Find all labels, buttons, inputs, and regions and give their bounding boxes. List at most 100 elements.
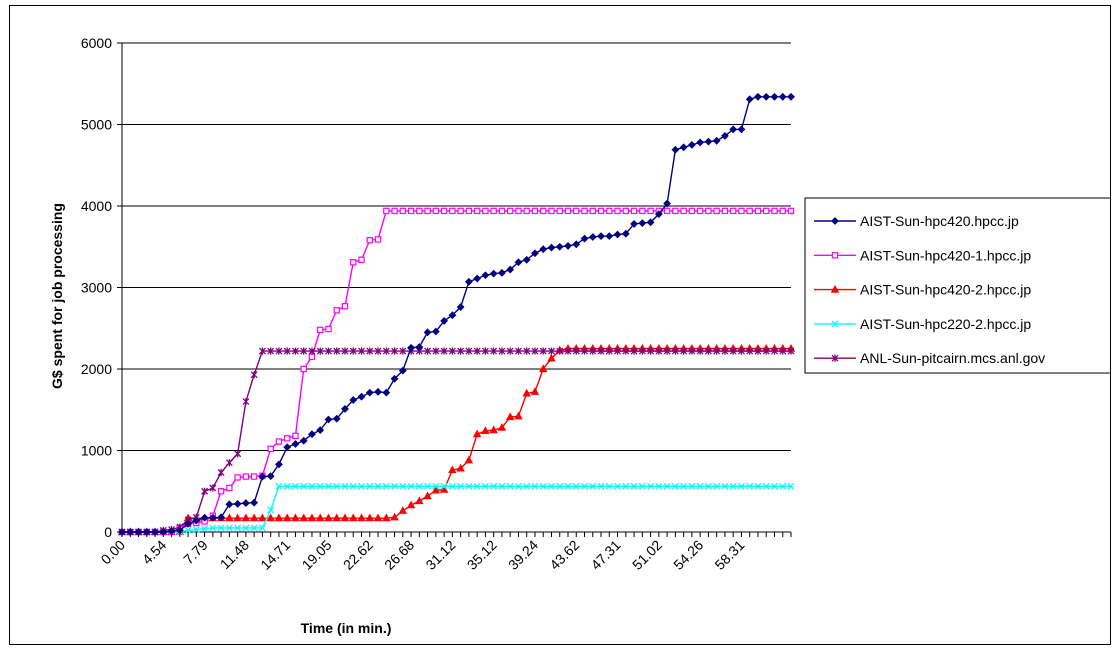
data-point <box>250 473 258 480</box>
data-point <box>358 347 365 355</box>
data-point <box>704 137 713 146</box>
data-point <box>539 482 547 490</box>
data-point <box>399 482 407 490</box>
data-point <box>134 528 143 536</box>
data-point <box>630 220 638 228</box>
data-point <box>374 236 382 243</box>
line-chart: 0 1000 2000 3000 4000 5000 6000 0.00 4.54 7.79 11.… <box>49 35 1110 636</box>
data-point <box>729 482 737 490</box>
data-point <box>332 414 341 423</box>
data-point <box>258 513 267 522</box>
y-tick-label: 6000 <box>81 35 112 51</box>
data-point <box>250 524 258 532</box>
data-point <box>505 412 515 421</box>
data-point <box>621 229 630 238</box>
data-point <box>374 387 382 396</box>
data-point <box>291 482 299 490</box>
x-tick-label: 26.68 <box>381 537 417 573</box>
data-point <box>349 396 358 404</box>
data-point <box>605 482 613 490</box>
data-point <box>249 513 259 522</box>
data-point <box>614 482 622 490</box>
data-point <box>497 423 507 431</box>
data-point <box>225 524 233 532</box>
data-point <box>440 317 449 325</box>
data-point <box>184 526 192 534</box>
legend-box <box>804 197 1110 374</box>
data-point <box>325 482 332 490</box>
data-point <box>547 353 556 362</box>
data-point <box>391 207 398 215</box>
y-tick-label: 2000 <box>81 361 112 377</box>
data-point <box>307 513 317 522</box>
data-point <box>638 482 646 490</box>
x-tick-label: 19.05 <box>299 537 335 573</box>
data-point <box>581 482 588 490</box>
data-point <box>432 347 440 355</box>
data-point <box>762 92 771 101</box>
data-point <box>564 482 572 490</box>
data-point <box>192 526 200 534</box>
x-tick-label: 35.12 <box>464 537 500 573</box>
data-point <box>391 347 399 355</box>
data-point <box>663 207 671 215</box>
data-point <box>754 347 762 355</box>
data-point <box>531 347 539 355</box>
data-point <box>299 513 308 522</box>
data-point <box>250 498 259 507</box>
series-line <box>122 96 791 533</box>
data-point <box>778 92 787 101</box>
x-tick-label: 58.31 <box>711 537 747 573</box>
data-point <box>597 207 605 215</box>
data-point <box>745 95 754 104</box>
data-point <box>300 347 308 355</box>
data-point <box>729 347 737 355</box>
data-point <box>522 388 531 397</box>
legend-marker <box>830 284 840 293</box>
data-point <box>738 207 745 215</box>
data-point <box>696 347 704 355</box>
legend-label: ANL-Sun-pitcairn.mcs.anl.gov <box>860 350 1045 366</box>
data-point <box>771 482 778 490</box>
data-point <box>679 143 688 152</box>
data-point <box>440 482 448 490</box>
data-point <box>217 513 226 522</box>
data-point <box>671 347 679 355</box>
data-point <box>406 500 416 509</box>
data-point <box>448 347 456 355</box>
data-point <box>357 392 366 401</box>
data-point <box>424 207 431 215</box>
data-point <box>423 491 432 500</box>
data-point <box>324 415 333 424</box>
data-point <box>373 513 383 522</box>
data-point <box>448 311 457 320</box>
data-point <box>704 347 712 355</box>
data-point <box>292 432 299 440</box>
data-point <box>341 347 349 355</box>
legend-label: AIST-Sun-hpc420-2.hpcc.jp <box>860 282 1031 298</box>
data-point <box>431 327 440 336</box>
data-point <box>721 132 729 140</box>
data-point <box>754 207 762 215</box>
data-point <box>514 258 523 267</box>
x-tick-label: 31.12 <box>422 537 458 573</box>
data-point <box>234 450 242 458</box>
data-point <box>333 482 341 490</box>
data-point <box>192 516 201 525</box>
data-point <box>564 242 572 250</box>
data-point <box>316 482 324 490</box>
data-point <box>399 347 407 355</box>
data-point <box>266 513 275 522</box>
data-point <box>316 426 325 435</box>
data-point <box>548 482 555 490</box>
data-point <box>382 482 390 490</box>
data-point <box>208 513 217 522</box>
data-point <box>267 347 275 355</box>
data-point <box>539 245 548 254</box>
data-point <box>366 482 374 490</box>
data-point <box>614 207 621 215</box>
x-tick-label: 11.48 <box>217 537 253 573</box>
y-tick-label: 1000 <box>81 443 112 459</box>
data-point <box>407 207 415 215</box>
data-point <box>581 347 588 355</box>
